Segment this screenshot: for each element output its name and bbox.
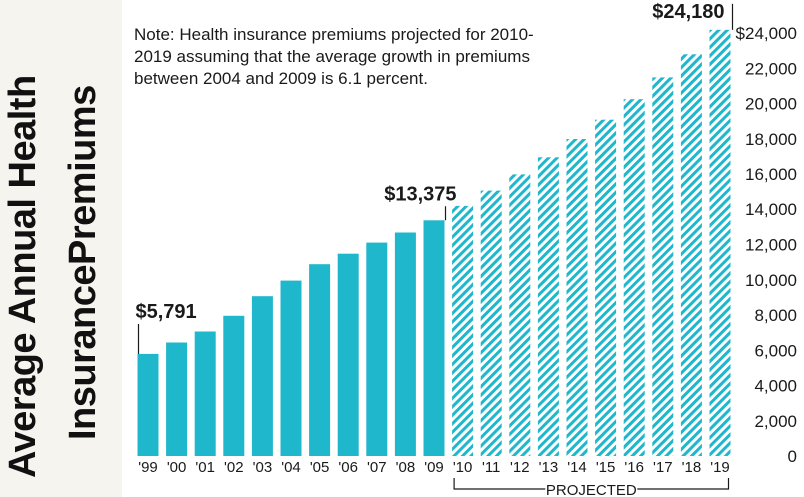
y-tick-label: 4,000 [754,377,797,396]
bar-projected-17 [623,99,645,456]
bar-actual-2 [194,331,216,456]
x-tick-label: '10 [453,459,473,476]
bar-actual-3 [223,315,245,456]
x-tick-label: '08 [396,459,416,476]
x-tick-label: '19 [710,459,730,476]
bar-actual-6 [309,264,331,456]
bar-projected-16 [595,119,617,456]
projected-bracket-line [453,478,730,490]
y-tick-label: 16,000 [745,165,797,184]
chart-note: Note: Health insurance premiums projecte… [134,25,534,88]
x-tick-label: '06 [338,459,358,476]
bar-actual-4 [251,296,273,456]
bar-projected-20 [709,29,731,457]
bar-actual-1 [166,342,188,456]
x-tick-label: '09 [424,459,444,476]
y-tick-label: 22,000 [745,59,797,78]
y-tick-label: 20,000 [745,95,797,114]
x-tick-label: '14 [567,459,587,476]
bar-actual-5 [280,280,302,456]
x-tick-label: '07 [367,459,387,476]
bar-projected-13 [509,174,531,456]
x-tick-label: '18 [682,459,702,476]
bar-actual-7 [337,253,359,456]
bar-actual-10 [423,220,445,456]
callout-label: $13,375 [384,183,456,205]
callouts-group: $5,791 $13,375 $24,180 [136,1,734,354]
x-tick-label: '05 [310,459,330,476]
y-tick-label: 0 [788,447,797,466]
y-axis: 0 2,000 4,000 6,000 8,000 10,000 12,000 14,000 1… [736,24,797,466]
x-tick-label: '15 [596,459,616,476]
callout-label: $24,180 [652,1,724,23]
x-tick-label: '04 [281,459,301,476]
y-tick-label: 6,000 [754,341,797,360]
y-tick-label: 12,000 [745,236,797,255]
bar-projected-11 [452,205,474,456]
x-tick-label: '12 [510,459,530,476]
bar-projected-14 [537,157,559,457]
x-tick-label: '11 [482,459,500,476]
x-tick-label: '00 [167,459,187,476]
y-tick-label: 14,000 [745,200,797,219]
x-tick-label: '03 [253,459,273,476]
x-tick-label: '01 [195,459,215,476]
y-tick-label: 2,000 [754,412,797,431]
x-tick-label: '16 [624,459,644,476]
x-axis: '99 '00 '01 '02 '03 '04 '05 '06 '07 '08 '09 '10 '11 '… [138,459,730,476]
x-tick-label: '13 [539,459,559,476]
x-tick-label: '17 [653,459,673,476]
title-panel: Average Annual Health InsurancePremiums [0,0,122,497]
y-tick-label: 8,000 [754,306,797,325]
y-tick-label: 10,000 [745,271,797,290]
bar-actual-0 [137,353,159,456]
y-tick-label: 18,000 [745,130,797,149]
bar-actual-9 [394,232,416,456]
bar-projected-18 [652,77,674,457]
projected-bracket: PROJECTED [453,478,730,497]
bar-projected-12 [480,190,502,456]
projected-label: PROJECTED [546,482,637,497]
y-tick-label: $24,000 [736,24,797,43]
bar-projected-19 [680,54,702,457]
callout-label: $5,791 [136,301,197,323]
x-tick-label: '99 [138,459,158,476]
bar-projected-15 [566,139,588,456]
bars-group [137,29,731,457]
x-tick-label: '02 [224,459,244,476]
bar-actual-8 [366,242,388,456]
